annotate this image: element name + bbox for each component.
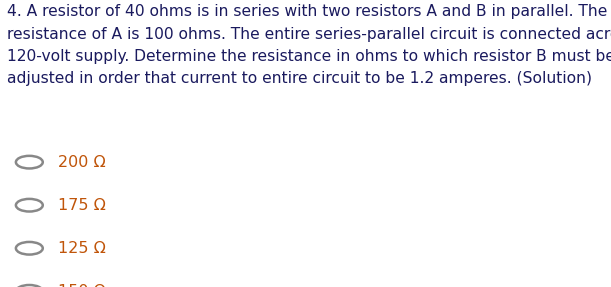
Text: 200 Ω: 200 Ω: [58, 155, 106, 170]
Text: 125 Ω: 125 Ω: [58, 241, 106, 256]
Text: 150 Ω: 150 Ω: [58, 284, 106, 287]
Text: 175 Ω: 175 Ω: [58, 198, 106, 213]
Text: 4. A resistor of 40 ohms is in series with two resistors A and B in parallel. Th: 4. A resistor of 40 ohms is in series wi…: [7, 4, 611, 86]
